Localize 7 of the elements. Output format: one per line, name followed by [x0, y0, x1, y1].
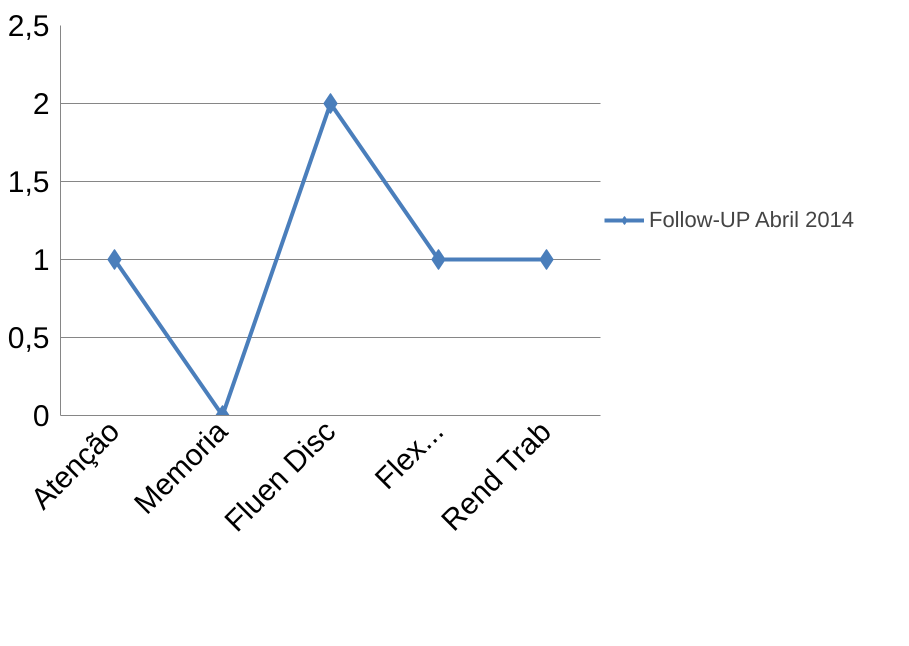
legend-label: Follow-UP Abril 2014: [649, 207, 854, 233]
y-tick-label: 1: [32, 244, 50, 277]
y-tick-label: 2,5: [8, 10, 50, 43]
y-tick-label: 0: [32, 400, 50, 433]
y-tick-label: 1,5: [8, 166, 50, 199]
y-tick-label: 2: [32, 88, 50, 121]
y-tick-label: 0,5: [8, 322, 50, 355]
